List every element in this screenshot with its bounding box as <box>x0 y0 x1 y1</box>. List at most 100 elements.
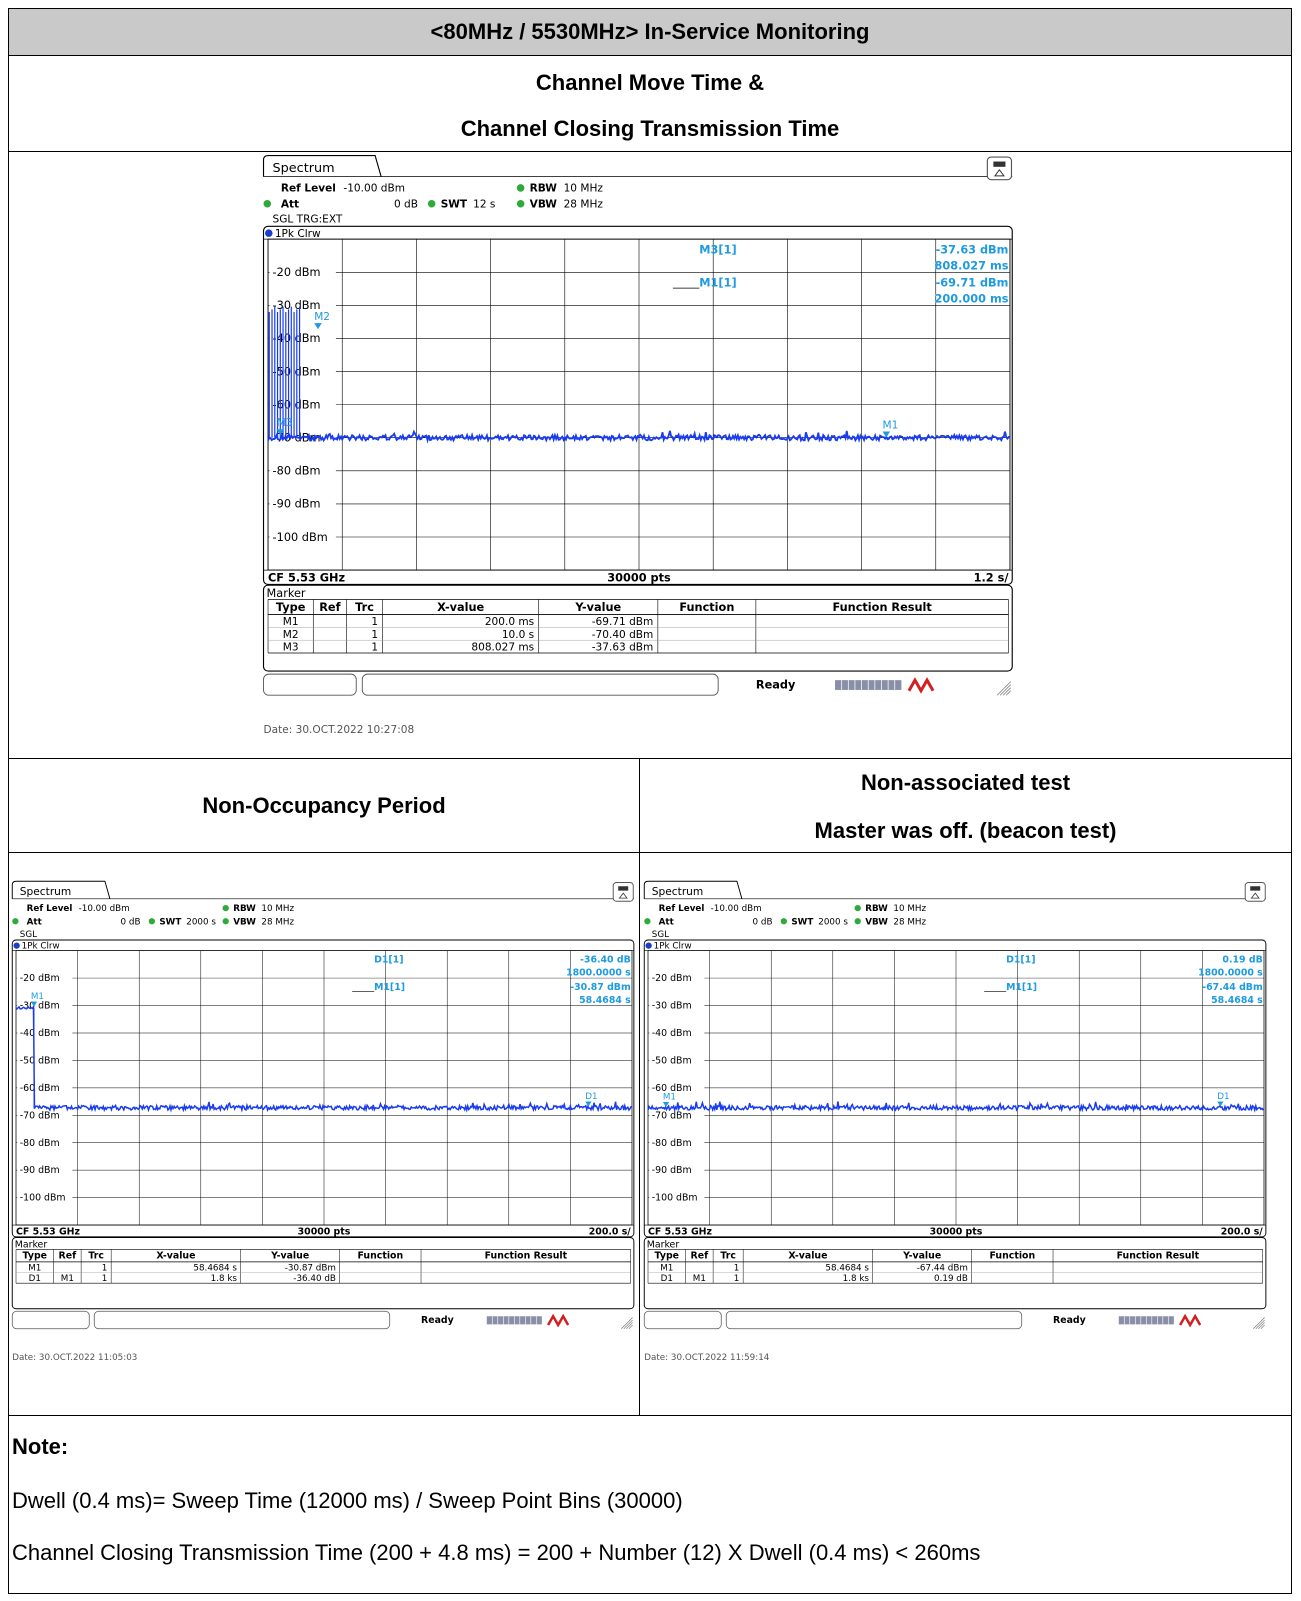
sweep-points: 30000 pts <box>298 1226 351 1237</box>
ref-level-label: Ref Level <box>281 183 336 195</box>
sweep-points: 30000 pts <box>607 571 671 584</box>
status-field <box>361 673 719 696</box>
trace-label: 1Pk Clrw <box>22 942 60 952</box>
y-tick-label: -20 dBm <box>273 266 321 279</box>
table-cell: M1 <box>283 616 299 628</box>
rbw-value: 10 MHz <box>261 904 294 914</box>
rs-logo <box>1179 1313 1202 1328</box>
title-band <box>9 9 1291 55</box>
att-label: Att <box>659 917 674 927</box>
triangle-icon <box>618 892 628 899</box>
rbw-value: 10 MHz <box>564 183 604 195</box>
marker-triangle <box>1217 1101 1224 1107</box>
table-cell: M3 <box>283 642 299 654</box>
trace-line <box>15 1004 633 1113</box>
resize-grip <box>996 681 1011 696</box>
tick-label-bg <box>269 297 336 312</box>
marker-readout-label: M1[1] <box>374 982 405 993</box>
marker-readout-value: -30.87 dBm <box>570 982 631 993</box>
section-title: Channel Move Time & <box>535 70 765 95</box>
tick-label-bg <box>17 1026 73 1038</box>
battery-icon <box>1250 886 1261 891</box>
diagram-frame <box>11 939 635 1238</box>
table-cell: 200.0 ms <box>485 616 534 628</box>
nonassoc-subtitle: Master was off. (beacon test) <box>814 818 1117 843</box>
vbw-value: 28 MHz <box>893 917 926 927</box>
y-tick-label: -100 dBm <box>20 1193 66 1204</box>
trace-indicator <box>265 229 273 237</box>
marker-triangle <box>882 431 891 438</box>
tick-label-bg <box>17 999 73 1011</box>
y-tick-label: -40 dBm <box>652 1028 692 1039</box>
status-led <box>854 905 861 912</box>
tick-label-bg <box>17 1054 73 1066</box>
table-header: X-value <box>788 1251 827 1262</box>
vbw-label: VBW <box>865 917 888 927</box>
diagram-frame <box>643 939 1267 1238</box>
tick-label-bg <box>17 1136 73 1148</box>
status-field <box>643 1310 722 1330</box>
att-value: 0 dB <box>121 917 141 927</box>
status-led <box>516 184 525 192</box>
table-header: Ref <box>691 1251 710 1262</box>
rs-logo <box>547 1313 570 1328</box>
marker-label: M2 <box>314 311 330 323</box>
triangle-icon <box>1250 892 1260 899</box>
table-header: Trc <box>720 1251 736 1262</box>
table-header: Function Result <box>485 1251 568 1262</box>
ref-level-value: -10.00 dBm <box>711 904 762 914</box>
marker-readout-label: M1[1] <box>699 277 736 290</box>
marker-readout-value: 1800.0000 s <box>566 968 631 979</box>
table-header: Ref <box>319 601 341 614</box>
note-label: Note: <box>12 1434 69 1459</box>
resize-grip <box>628 1324 633 1329</box>
divider <box>8 852 1292 853</box>
table-cell: 1 <box>371 642 378 654</box>
table-cell: 1 <box>371 629 378 641</box>
marker-table-title: Marker <box>15 1240 48 1251</box>
y-tick-label: -40 dBm <box>20 1028 60 1039</box>
tick-label-bg <box>17 971 73 984</box>
table-cell: M1 <box>61 1274 74 1284</box>
status-led <box>854 918 861 925</box>
table-cell: 1.8 ks <box>211 1274 238 1284</box>
table-cell: 1 <box>102 1264 108 1274</box>
y-tick-label: -20 dBm <box>20 973 60 984</box>
table-cell: 0.19 dB <box>934 1274 968 1284</box>
marker-label: D1 <box>585 1092 597 1102</box>
att-label: Att <box>27 917 42 927</box>
tick-label-bg <box>649 1191 705 1203</box>
time-per-division: 1.2 s/ <box>974 571 1010 584</box>
timestamp: Date: 30.OCT.2022 11:05:03 <box>12 1353 137 1363</box>
marker-triangle <box>662 1101 670 1107</box>
marker-label: M1 <box>663 1092 676 1102</box>
table-cell: D1 <box>29 1274 41 1284</box>
marker-readout-label: M3[1] <box>699 244 736 257</box>
marker-readout-value: -67.44 dBm <box>1202 982 1263 993</box>
table-cell: M1 <box>693 1274 706 1284</box>
spectrum-screenshot: Spectrum Ref Level -10.00 dBm RBW 10 MHz Att 0… <box>11 880 635 1363</box>
tick-label-bg <box>17 1163 73 1176</box>
y-tick-label: -80 dBm <box>20 1138 60 1149</box>
tick-label-bg <box>269 463 336 477</box>
status-field <box>263 673 357 696</box>
y-tick-label: -30 dBm <box>652 1001 692 1012</box>
ref-level-value: -10.00 dBm <box>79 904 130 914</box>
table-cell: 58.4684 s <box>193 1264 237 1274</box>
status-led <box>222 905 229 912</box>
table-header: Type <box>276 601 306 614</box>
status-field <box>11 1310 90 1330</box>
rbw-label: RBW <box>530 183 558 195</box>
status-led <box>12 918 19 925</box>
marker-triangle <box>276 429 285 436</box>
marker-label: M3 <box>277 417 293 429</box>
rbw-label: RBW <box>865 904 888 914</box>
att-value: 0 dB <box>753 917 773 927</box>
resize-grip <box>999 684 1011 696</box>
y-tick-label: -70 dBm <box>652 1110 692 1121</box>
rs-logo <box>907 677 935 694</box>
table-header: Trc <box>88 1251 104 1262</box>
time-per-division: 200.0 s/ <box>589 1226 632 1237</box>
marker-table-frame <box>262 584 1013 672</box>
triangle-icon <box>993 169 1005 177</box>
